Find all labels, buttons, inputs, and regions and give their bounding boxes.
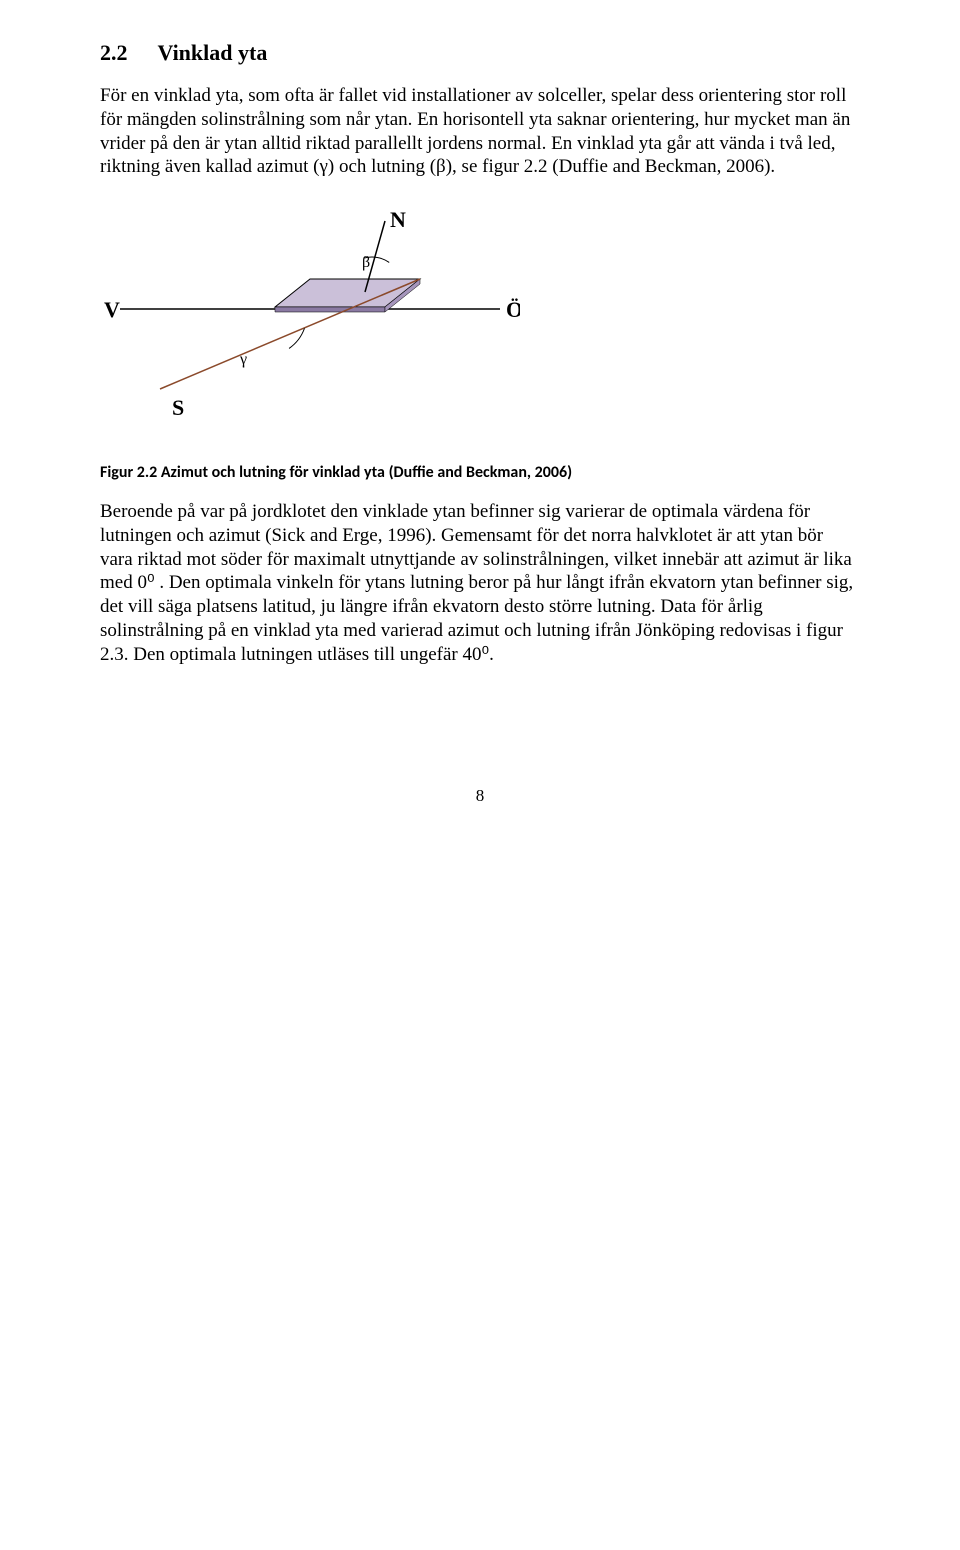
page: 2.2 Vinklad yta För en vinklad yta, som … [0,0,960,866]
heading-title: Vinklad yta [158,40,268,66]
svg-text:β: β [362,254,370,271]
page-number: 8 [100,786,860,806]
svg-text:V: V [104,297,120,322]
svg-text:N: N [390,209,406,232]
svg-text:γ: γ [239,351,247,368]
figure-caption: Figur 2.2 Azimut och lutning för vinklad… [100,463,860,482]
svg-text:Ö: Ö [506,297,520,322]
paragraph-2: Beroende på var på jordklotet den vinkla… [100,500,860,666]
heading-number: 2.2 [100,40,128,66]
azimut-lutning-diagram: V Ö S Nγ β [100,209,520,439]
paragraph-1: För en vinklad yta, som ofta är fallet v… [100,84,860,179]
figure-2-2: V Ö S Nγ β [100,209,860,439]
section-heading: 2.2 Vinklad yta [100,40,860,66]
svg-text:S: S [172,395,184,420]
